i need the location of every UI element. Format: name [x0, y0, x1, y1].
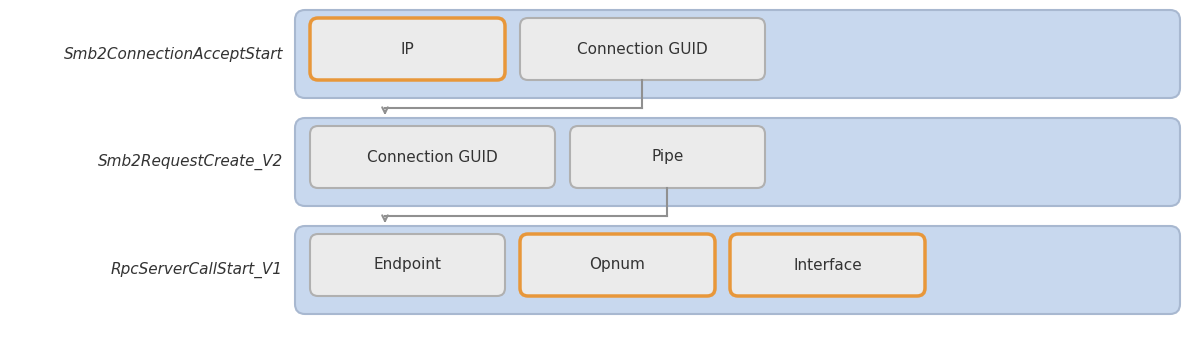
Text: Endpoint: Endpoint	[373, 257, 442, 272]
FancyBboxPatch shape	[520, 234, 715, 296]
Text: RpcServerCallStart_V1: RpcServerCallStart_V1	[111, 262, 283, 278]
FancyBboxPatch shape	[295, 118, 1180, 206]
Text: Pipe: Pipe	[651, 150, 683, 165]
Text: Smb2RequestCreate_V2: Smb2RequestCreate_V2	[97, 154, 283, 170]
Text: Connection GUID: Connection GUID	[367, 150, 498, 165]
FancyBboxPatch shape	[295, 10, 1180, 98]
FancyBboxPatch shape	[310, 18, 505, 80]
FancyBboxPatch shape	[295, 226, 1180, 314]
FancyBboxPatch shape	[520, 18, 765, 80]
Text: Connection GUID: Connection GUID	[577, 41, 707, 56]
Text: Interface: Interface	[793, 257, 861, 272]
Text: IP: IP	[401, 41, 414, 56]
FancyBboxPatch shape	[730, 234, 925, 296]
Text: Opnum: Opnum	[589, 257, 646, 272]
FancyBboxPatch shape	[570, 126, 765, 188]
Text: Smb2ConnectionAcceptStart: Smb2ConnectionAcceptStart	[64, 47, 283, 62]
FancyBboxPatch shape	[310, 234, 505, 296]
FancyBboxPatch shape	[310, 126, 555, 188]
